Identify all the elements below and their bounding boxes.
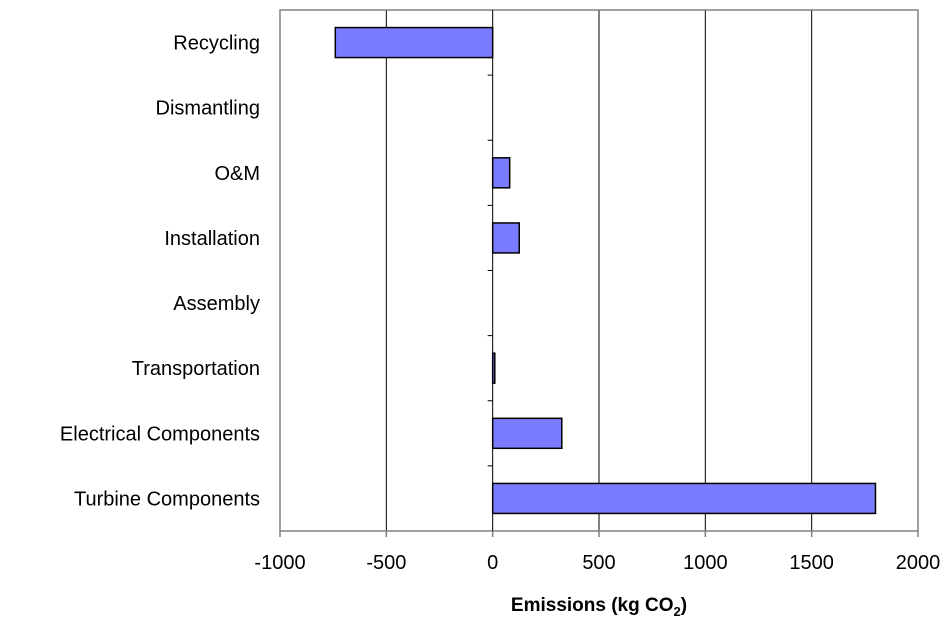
category-label: Dismantling: [156, 98, 260, 120]
category-label: Assembly: [173, 293, 260, 315]
x-tick-label: 500: [582, 552, 615, 574]
x-tick-labels: -1000 -500 0 500 1000 1500 2000: [254, 552, 940, 574]
zero-axis: [487, 10, 494, 531]
bar: [491, 482, 877, 515]
bar: [491, 417, 563, 450]
x-axis-title: Emissions (kg CO2): [511, 595, 687, 619]
axis-ticks: [279, 531, 919, 537]
x-tick-label: 0: [487, 552, 498, 574]
bar: [491, 222, 520, 254]
category-labels: Turbine Components Electrical Components T…: [60, 33, 260, 511]
x-axis-title-main: Emissions (kg CO: [511, 595, 674, 616]
category-label: Transportation: [132, 358, 260, 380]
x-tick-label: 2000: [896, 552, 941, 574]
bars: [334, 26, 877, 515]
grid-lines: [385, 10, 813, 531]
category-label: Turbine Components: [74, 488, 260, 510]
bar: [334, 26, 494, 59]
category-label: O&M: [214, 163, 260, 185]
x-axis-title-suffix: ): [681, 595, 687, 616]
bar: [491, 157, 511, 189]
x-tick-label: -500: [366, 552, 406, 574]
x-tick-label: 1000: [683, 552, 728, 574]
category-label: Electrical Components: [60, 423, 260, 445]
x-tick-label: 1500: [789, 552, 834, 574]
x-tick-label: -1000: [254, 552, 305, 574]
category-label: Recycling: [173, 33, 260, 55]
x-axis-title-subscript: 2: [674, 604, 681, 619]
category-label: Installation: [164, 228, 260, 250]
